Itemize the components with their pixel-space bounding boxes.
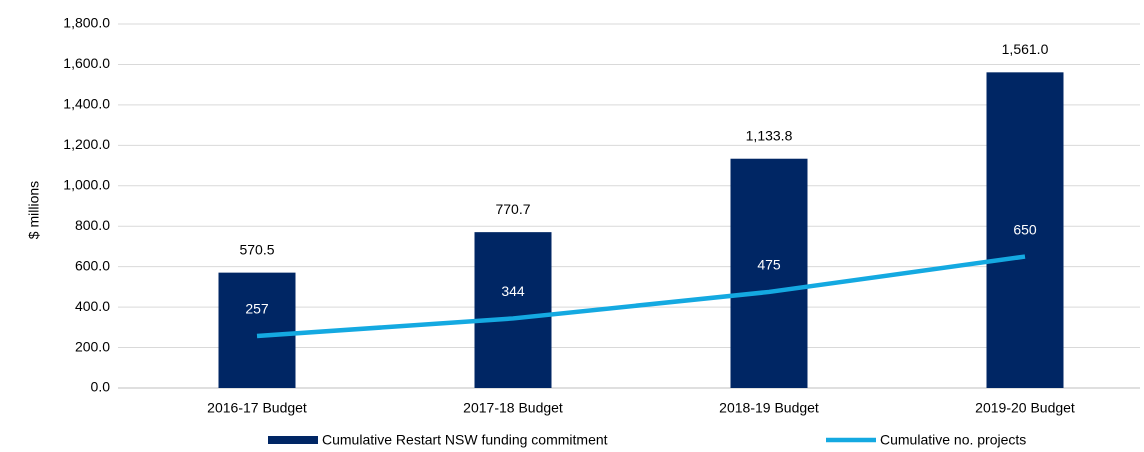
- x-tick-label: 2018-19 Budget: [719, 400, 819, 416]
- bar-value-label: 1,133.8: [746, 127, 793, 143]
- x-tick-label: 2017-18 Budget: [463, 400, 563, 416]
- y-tick-label: 1,800.0: [63, 15, 110, 31]
- bar-value-label: 570.5: [239, 241, 274, 257]
- y-tick-label: 0.0: [91, 379, 111, 395]
- bar: [474, 232, 552, 388]
- bar-value-label: 770.7: [495, 201, 530, 217]
- legend-label: Cumulative no. projects: [880, 432, 1026, 448]
- y-tick-label: 800.0: [75, 217, 110, 233]
- y-tick-label: 1,400.0: [63, 96, 110, 112]
- line-value-label: 650: [1013, 221, 1037, 237]
- legend-label: Cumulative Restart NSW funding commitmen…: [322, 432, 608, 448]
- line: [256, 254, 1026, 339]
- bar: [986, 72, 1064, 388]
- x-tick-label: 2016-17 Budget: [207, 400, 307, 416]
- bar: [218, 272, 296, 388]
- y-tick-label: 200.0: [75, 338, 110, 354]
- y-tick-label: 1,200.0: [63, 136, 110, 152]
- legend-swatch: [268, 436, 318, 444]
- y-tick-label: 400.0: [75, 298, 110, 314]
- bar: [730, 158, 808, 388]
- y-axis-title: $ millions: [26, 181, 42, 239]
- line-value-label: 475: [757, 257, 781, 273]
- x-tick-label: 2019-20 Budget: [975, 400, 1075, 416]
- y-tick-label: 1,600.0: [63, 55, 110, 71]
- line-value-label: 257: [245, 301, 269, 317]
- bar-value-label: 1,561.0: [1002, 41, 1049, 57]
- y-tick-label: 600.0: [75, 257, 110, 273]
- y-tick-label: 1,000.0: [63, 176, 110, 192]
- line-value-label: 344: [501, 283, 525, 299]
